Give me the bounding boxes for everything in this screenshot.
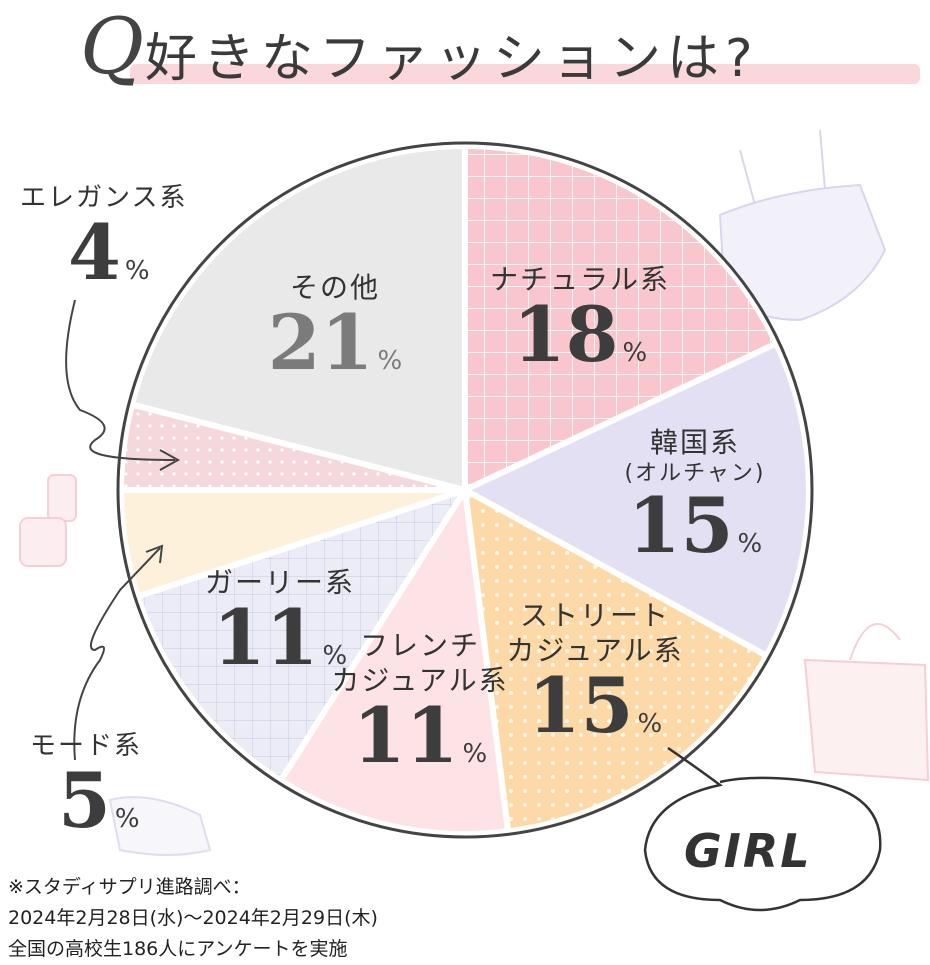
pie-slices [116, 141, 814, 839]
pie-outline [116, 141, 814, 839]
title-text: 好きなファッションは? [145, 29, 759, 89]
nail-polish-illustration [19, 474, 77, 567]
mode-arrow [73, 547, 161, 761]
girl-bubble [643, 746, 882, 912]
girl-bubble-text: GIRL [684, 824, 812, 878]
label-french-value: 11% [330, 698, 510, 774]
korean-pct: % [737, 528, 763, 559]
girly-number: 11 [212, 593, 319, 682]
label-street: ストリート カジュアル系 15% [500, 598, 690, 744]
shoe-illustration [108, 796, 212, 856]
pie-slice-4 [276, 481, 512, 837]
label-mode-value: 5% [58, 762, 180, 839]
label-french: フレンチ カジュアル系 11% [330, 628, 510, 774]
pie-slice-5 [134, 484, 472, 785]
label-mode: モード系 5% [30, 730, 180, 839]
label-other-value: 21% [250, 305, 420, 381]
label-korean: 韓国系 (オルチャン) 15% [610, 425, 780, 564]
other-pct: % [377, 346, 403, 376]
natural-pct: % [622, 338, 648, 368]
label-street-name2: カジュアル系 [506, 634, 684, 667]
mode-pct: % [114, 803, 140, 834]
pie-slice-2 [458, 339, 812, 660]
girly-pct: % [322, 641, 348, 671]
label-elegance-value: 4% [68, 214, 210, 291]
bag-illustration [803, 623, 930, 782]
label-korean-name: 韓国系 [649, 426, 740, 459]
label-girly: ガーリー系 11% [200, 565, 360, 676]
korean-number: 15 [627, 480, 734, 570]
note-line-3: 全国の高校生186人にアンケートを実施 [8, 938, 348, 960]
label-street-value: 15% [500, 668, 690, 744]
elegance-pct: % [124, 255, 150, 286]
title-q-mark: Q [80, 2, 144, 92]
elegance-arrow [65, 299, 176, 461]
mode-arrowhead [145, 544, 164, 564]
label-street-name1: ストリート [519, 599, 670, 632]
note-line-1: ※スタディサプリ進路調べ： [8, 876, 251, 898]
natural-number: 18 [512, 290, 619, 379]
pie-slice-1 [462, 142, 781, 495]
label-other: その他 21% [250, 270, 420, 381]
label-girly-value: 11% [200, 600, 360, 676]
elegance-number: 4 [68, 207, 121, 297]
street-pct: % [637, 709, 663, 739]
french-number: 11 [352, 691, 459, 780]
label-french-name2: カジュアル系 [331, 664, 509, 697]
other-number: 21 [267, 298, 374, 387]
label-french-name1: フレンチ [359, 629, 480, 662]
pie-slice-3 [461, 484, 771, 835]
label-korean-sub: (オルチャン) [624, 461, 766, 486]
street-number: 15 [527, 661, 634, 750]
label-korean-value: 15% [610, 487, 780, 564]
label-other-name: その他 [289, 271, 380, 304]
chart-title: Q 好きなファッションは? [40, 0, 920, 110]
survey-note: ※スタディサプリ進路調べ： 2024年2月28日(水)〜2024年2月29日(木… [8, 872, 378, 965]
label-natural-value: 18% [480, 297, 680, 373]
label-elegance-name: エレガンス系 [20, 183, 188, 213]
label-girly-name: ガーリー系 [204, 566, 355, 599]
label-natural: ナチュラル系 18% [480, 262, 680, 373]
french-pct: % [462, 739, 488, 769]
elegance-arrowhead [159, 449, 181, 471]
title-highlight [130, 64, 920, 84]
pie-slice-8 [128, 142, 468, 494]
mode-number: 5 [58, 755, 111, 845]
label-natural-name: ナチュラル系 [489, 263, 670, 296]
label-elegance: エレガンス系 4% [20, 182, 210, 291]
note-line-2: 2024年2月28日(水)〜2024年2月29日(木) [8, 907, 378, 929]
callout-arrows [65, 299, 181, 761]
label-mode-name: モード系 [30, 731, 143, 761]
